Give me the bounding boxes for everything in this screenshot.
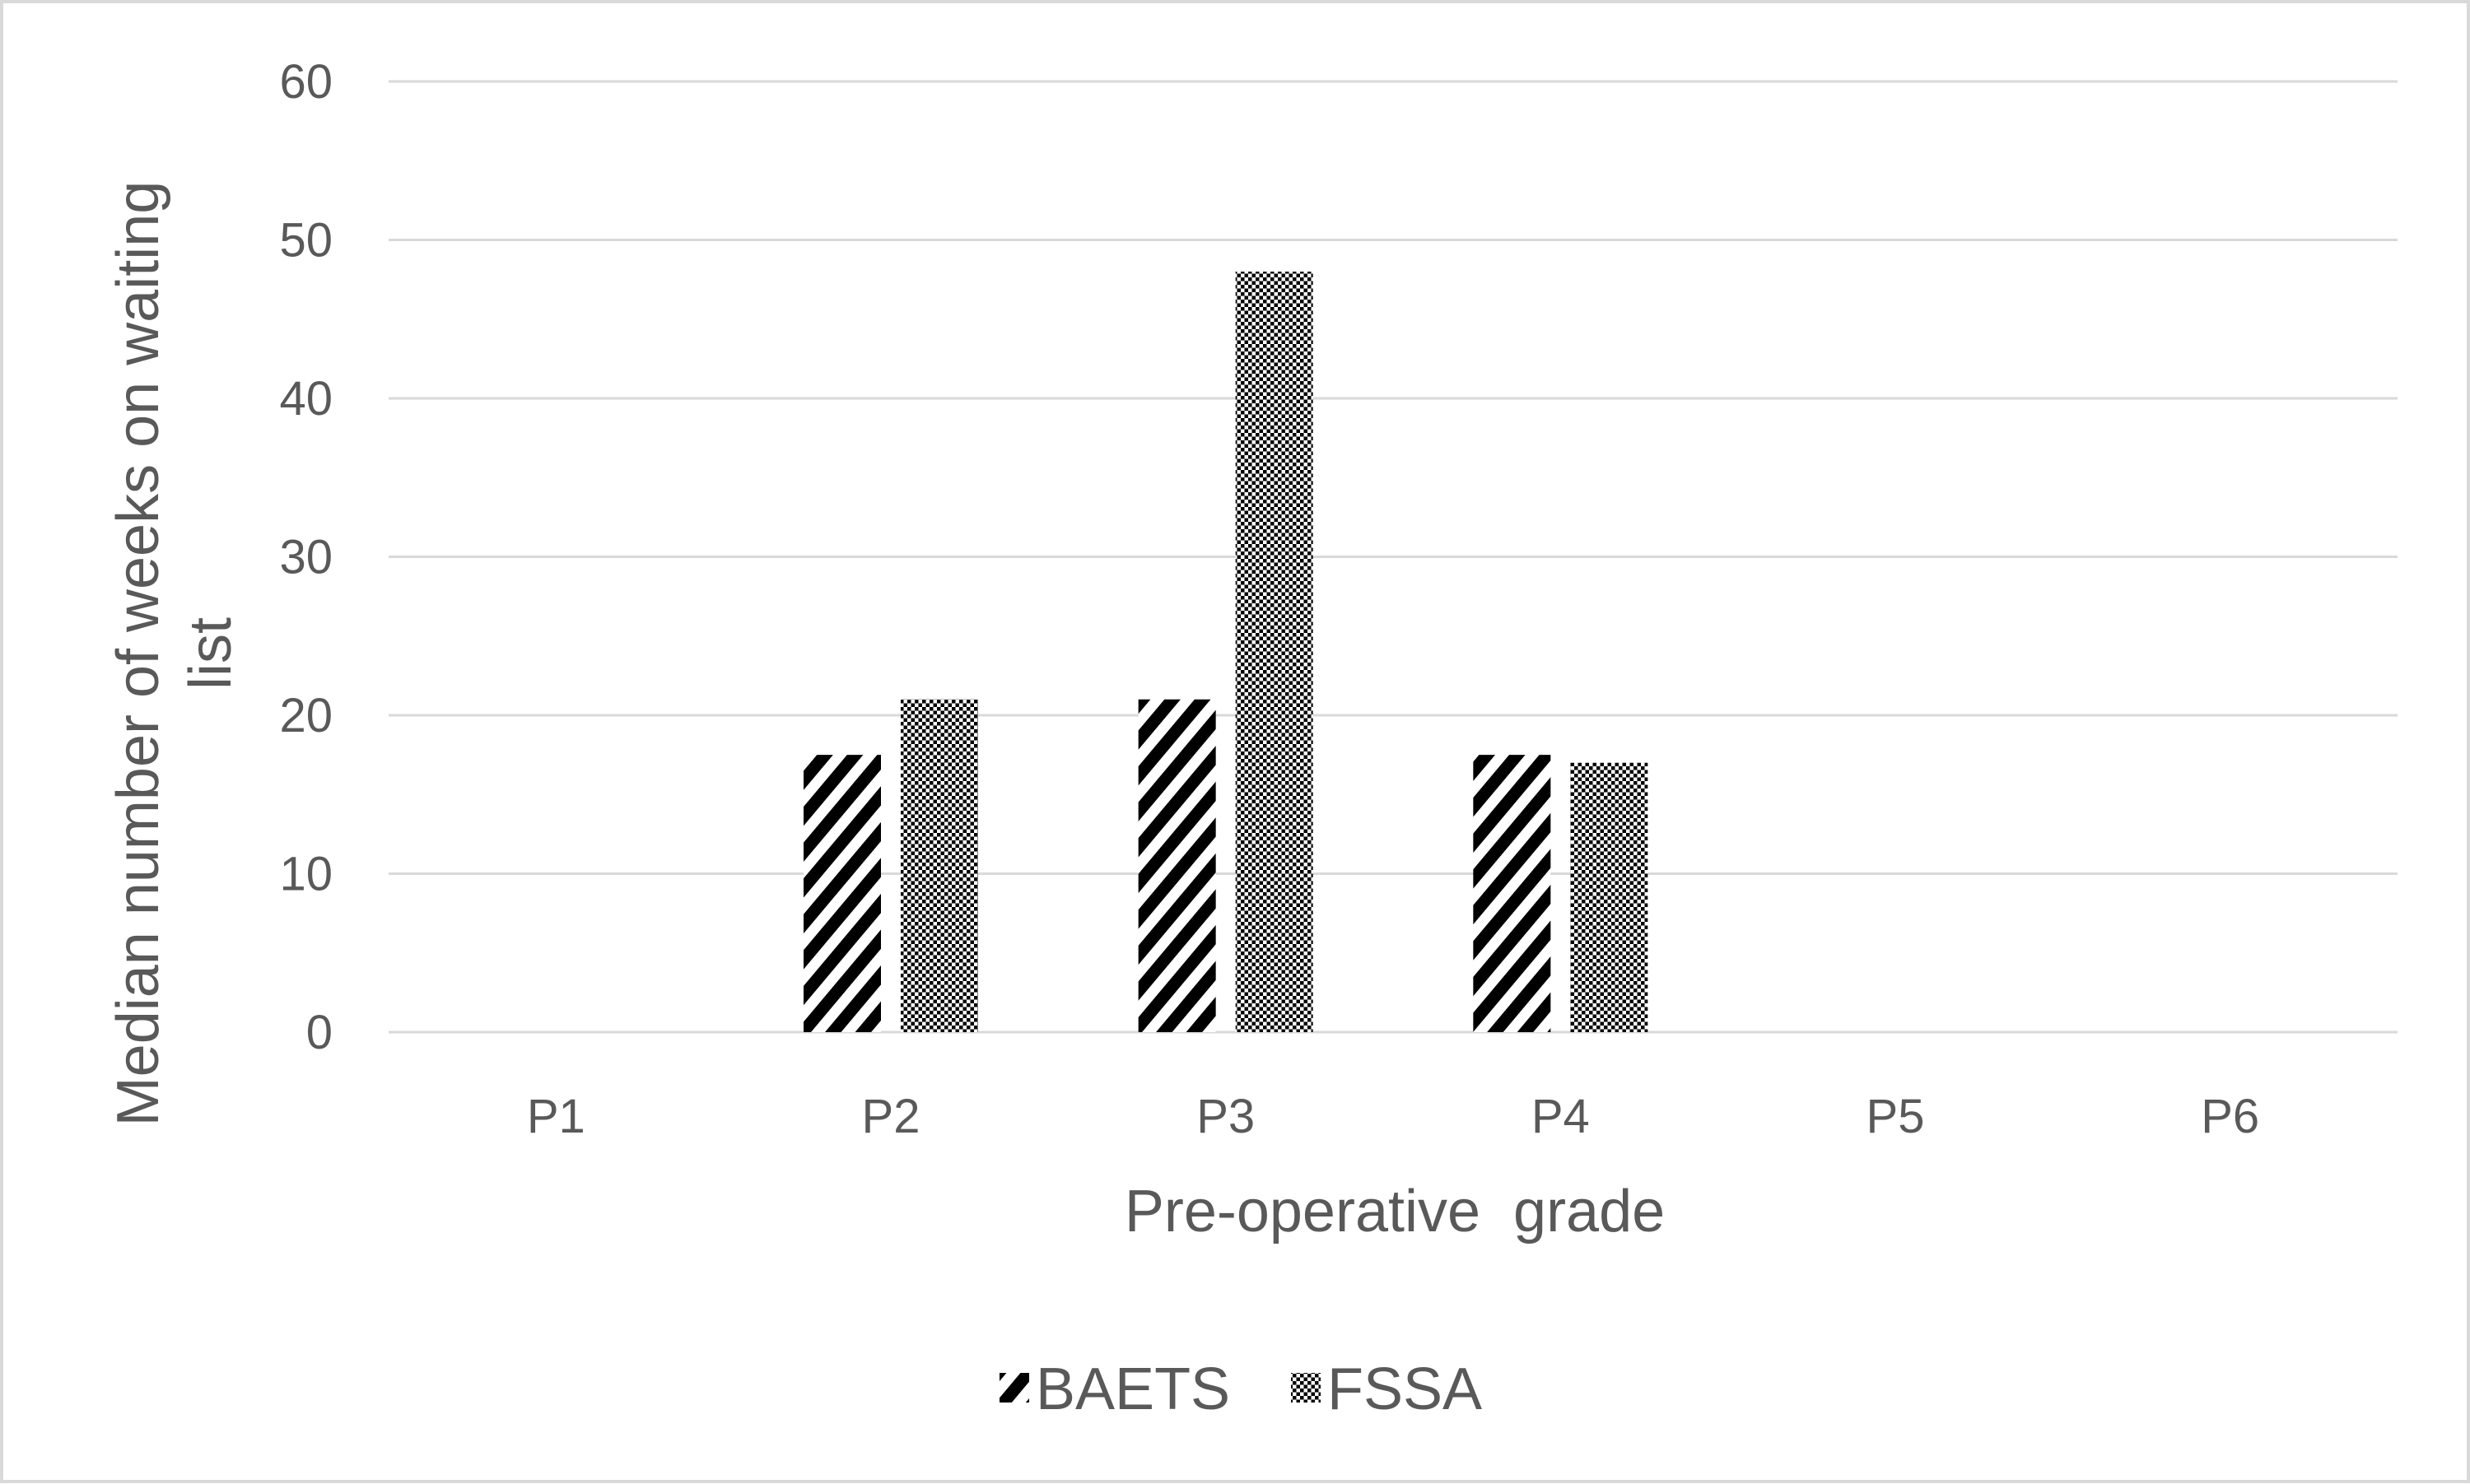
bar-fssa-p4 — [1570, 762, 1648, 1032]
legend-swatch — [1291, 1373, 1321, 1403]
y-axis-title: Median number of weeks on waiting list — [105, 181, 244, 1127]
legend-item-baets: BAETS — [1000, 1356, 1230, 1422]
y-tick-label: 10 — [279, 848, 333, 901]
bar-fssa-p3 — [1235, 272, 1313, 1032]
x-axis-tick-labels: P1 P2 P3 P4 P5 P6 — [527, 1090, 2259, 1143]
bars — [804, 272, 1648, 1032]
y-axis-title-line-2: list — [178, 617, 244, 690]
y-tick-label: 50 — [279, 214, 333, 267]
y-tick-label: 60 — [279, 55, 333, 109]
bar-baets-p3 — [1138, 699, 1216, 1032]
x-tick-label: P2 — [862, 1090, 920, 1143]
x-tick-label: P6 — [2201, 1090, 2259, 1143]
bar-chart: 0 10 20 30 40 50 60 P1 P2 P3 P4 P5 P6 Pre-operative… — [105, 55, 2398, 1422]
x-tick-label: P4 — [1531, 1090, 1590, 1143]
gridlines — [389, 80, 2398, 1034]
x-axis-title: Pre-operative grade — [1125, 1179, 1665, 1244]
bar-baets-p2 — [804, 755, 881, 1032]
y-tick-label: 40 — [279, 372, 333, 426]
y-tick-label: 0 — [306, 1006, 333, 1059]
legend-swatch — [1000, 1373, 1029, 1403]
bar-baets-p4 — [1473, 755, 1551, 1032]
y-tick-label: 20 — [279, 689, 333, 742]
legend-item-fssa: FSSA — [1291, 1356, 1482, 1422]
y-axis-tick-labels: 0 10 20 30 40 50 60 — [279, 55, 333, 1059]
legend-label: FSSA — [1327, 1356, 1482, 1422]
x-tick-label: P3 — [1196, 1090, 1255, 1143]
bar-fssa-p2 — [901, 699, 978, 1032]
x-tick-label: P1 — [527, 1090, 585, 1143]
y-tick-label: 30 — [279, 531, 333, 584]
legend: BAETS FSSA — [1000, 1356, 1482, 1422]
x-tick-label: P5 — [1866, 1090, 1925, 1143]
legend-label: BAETS — [1036, 1356, 1230, 1422]
y-axis-title-line-1: Median number of weeks on waiting — [105, 181, 171, 1127]
